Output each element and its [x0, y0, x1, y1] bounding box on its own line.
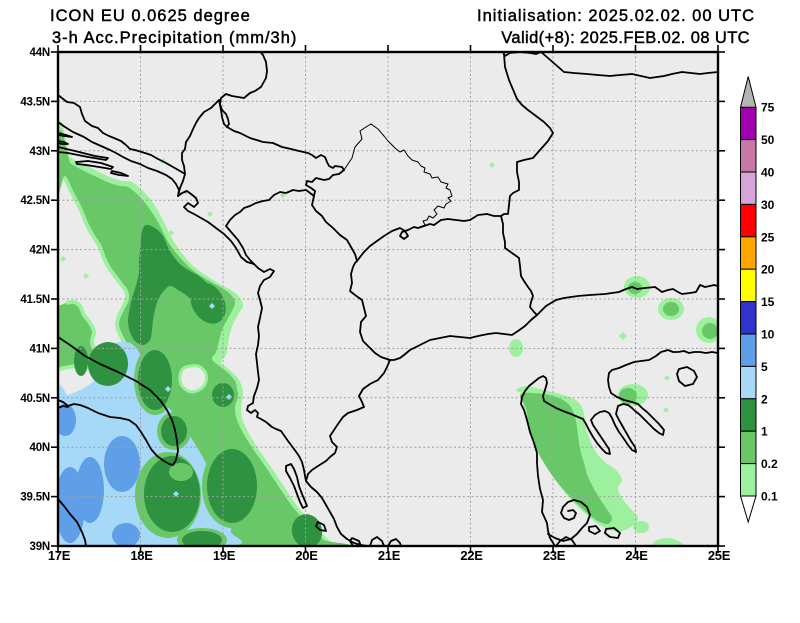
svg-text:39.5N: 39.5N	[20, 492, 50, 504]
svg-text:3-h Acc.Precipitation (mm/3h): 3-h Acc.Precipitation (mm/3h)	[52, 29, 297, 47]
svg-text:43.5N: 43.5N	[20, 96, 50, 108]
svg-text:23E: 23E	[543, 548, 566, 563]
svg-text:40.5N: 40.5N	[20, 393, 50, 405]
svg-text:21E: 21E	[378, 548, 401, 563]
svg-text:30: 30	[761, 198, 775, 212]
svg-text:Valid(+8): 2025.FEB.02. 08 UTC: Valid(+8): 2025.FEB.02. 08 UTC	[501, 29, 750, 47]
svg-text:22E: 22E	[460, 548, 483, 563]
svg-text:Initialisation: 2025.02.02. 00: Initialisation: 2025.02.02. 00 UTC	[477, 7, 755, 25]
svg-text:43N: 43N	[30, 146, 51, 158]
svg-text:1: 1	[761, 425, 768, 439]
svg-text:40N: 40N	[30, 442, 51, 454]
svg-text:44N: 44N	[30, 47, 51, 59]
svg-text:25E: 25E	[708, 548, 731, 563]
svg-text:5: 5	[761, 360, 768, 374]
svg-text:19E: 19E	[213, 548, 236, 563]
svg-text:24E: 24E	[625, 548, 648, 563]
svg-text:41N: 41N	[30, 343, 51, 355]
svg-text:42N: 42N	[30, 245, 51, 257]
svg-text:2: 2	[761, 392, 768, 406]
svg-text:50: 50	[761, 133, 775, 147]
svg-text:0.1: 0.1	[761, 490, 778, 504]
svg-text:ICON EU 0.0625 degree: ICON EU 0.0625 degree	[50, 7, 251, 25]
svg-text:17E: 17E	[48, 548, 71, 563]
svg-text:0.2: 0.2	[761, 457, 778, 471]
svg-text:15: 15	[761, 295, 775, 309]
svg-text:18E: 18E	[130, 548, 153, 563]
svg-text:75: 75	[761, 101, 775, 115]
svg-text:39N: 39N	[30, 541, 51, 553]
svg-text:41.5N: 41.5N	[20, 294, 50, 306]
svg-text:40: 40	[761, 166, 775, 180]
svg-text:10: 10	[761, 328, 775, 342]
svg-text:20: 20	[761, 263, 775, 277]
svg-text:20E: 20E	[295, 548, 318, 563]
svg-text:42.5N: 42.5N	[20, 195, 50, 207]
svg-text:25: 25	[761, 230, 775, 244]
